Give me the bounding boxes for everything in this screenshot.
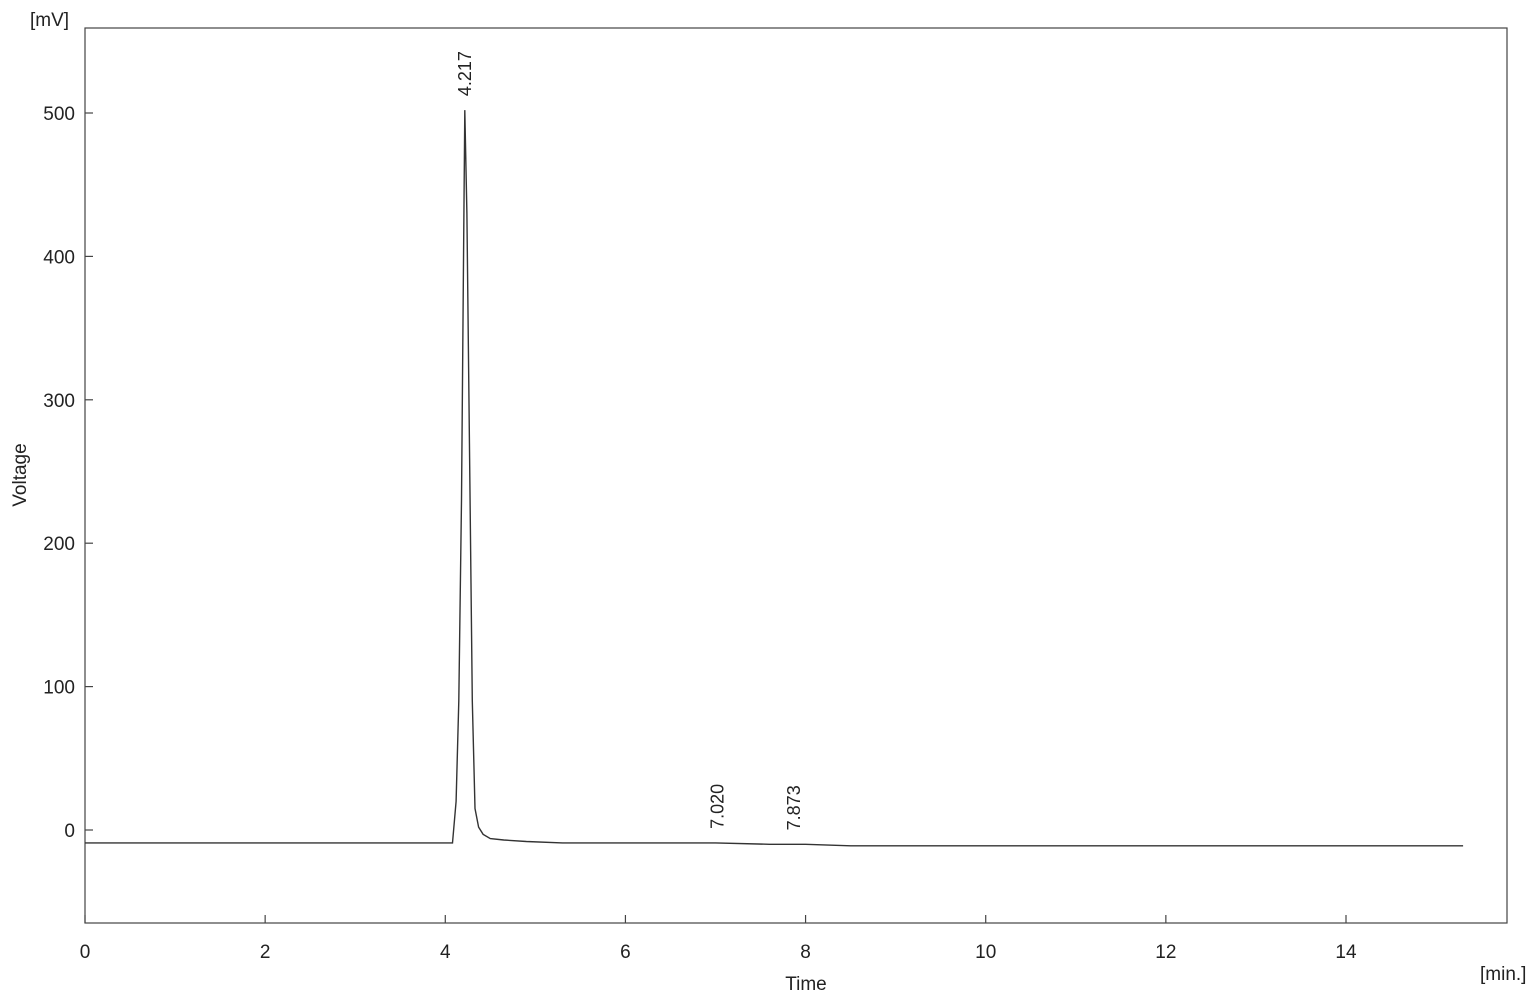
x-tick-label: 4 — [440, 942, 451, 963]
y-tick-label: 100 — [43, 678, 75, 699]
signal-trace — [85, 110, 1464, 847]
x-tick-label: 2 — [260, 942, 271, 963]
y-tick-label: 0 — [64, 821, 75, 842]
y-axis: 0 100 200 300 400 500 — [43, 104, 93, 842]
x-tick-label: 8 — [800, 942, 811, 963]
x-axis-title: Time — [785, 974, 827, 993]
peak-time-label: 4.217 — [455, 51, 475, 96]
peak-time-label: 7.873 — [784, 785, 804, 830]
plot-frame — [84, 27, 1508, 924]
x-tick-label: 0 — [80, 942, 91, 963]
y-tick-label: 500 — [43, 104, 75, 125]
y-tick-label: 300 — [43, 391, 75, 412]
x-tick-label: 6 — [620, 942, 631, 963]
x-tick-label: 12 — [1155, 942, 1176, 963]
x-axis: 0 2 4 6 8 10 12 14 — [80, 915, 1357, 963]
peak-time-label: 7.020 — [707, 784, 727, 829]
x-tick-label: 14 — [1335, 942, 1357, 963]
y-tick-label: 200 — [43, 534, 75, 555]
y-axis-title: Voltage — [10, 443, 31, 506]
x-unit-label: [min.] — [1480, 964, 1526, 985]
x-tick-label: 10 — [975, 942, 996, 963]
peak-labels: 4.217 7.020 7.873 — [455, 51, 804, 830]
y-unit-label: [mV] — [30, 10, 69, 31]
y-tick-label: 400 — [43, 247, 75, 268]
